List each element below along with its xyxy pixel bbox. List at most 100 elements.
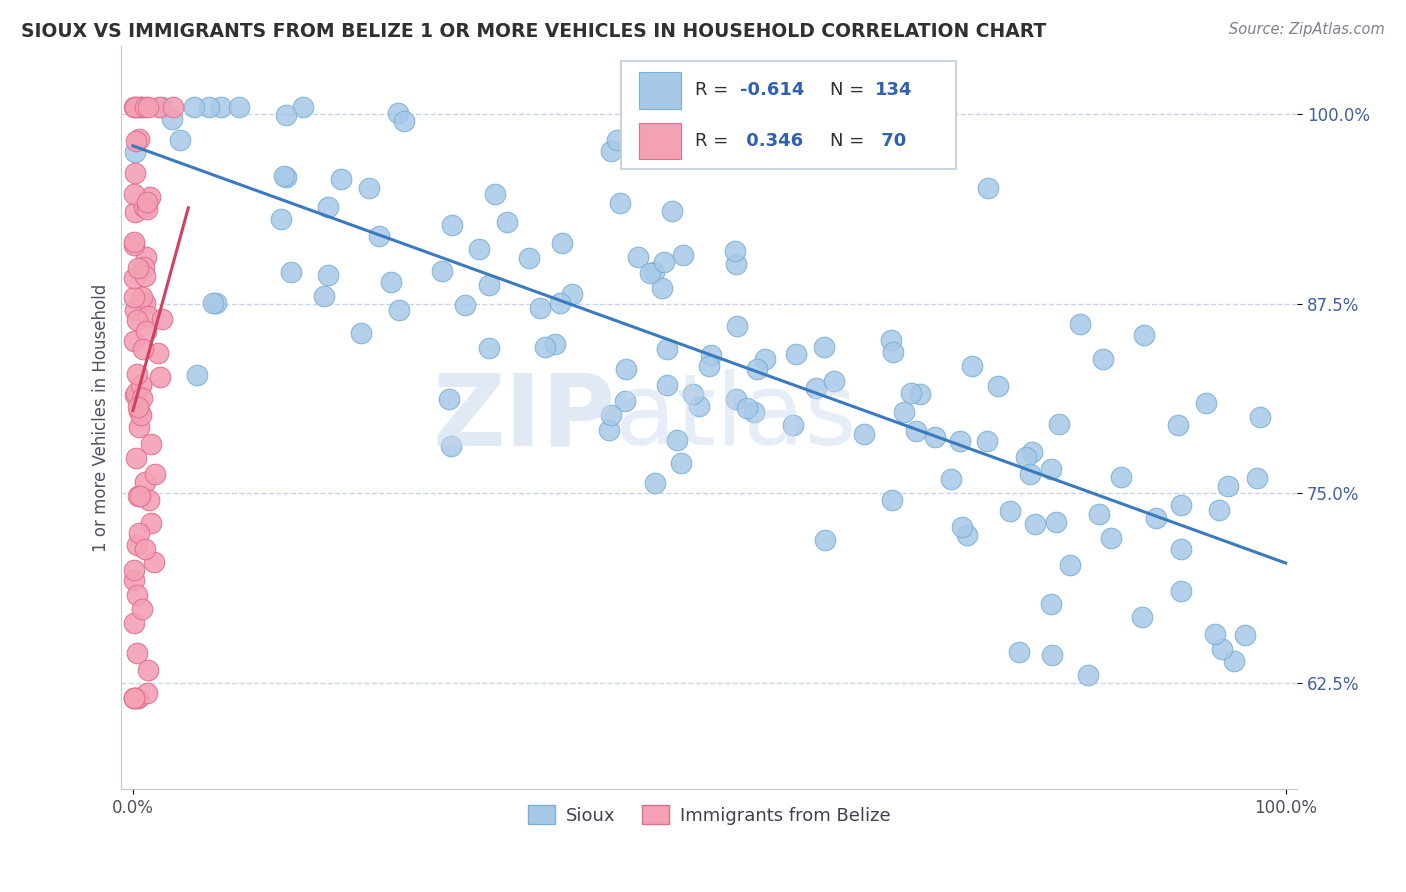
Point	[813, 340, 835, 354]
Point	[699, 348, 721, 362]
Point	[1049, 417, 1071, 432]
Point	[128, 525, 150, 540]
Point	[131, 391, 153, 405]
Point	[136, 309, 159, 323]
Point	[350, 326, 373, 341]
Point	[1015, 450, 1038, 464]
Point	[440, 439, 463, 453]
Point	[671, 456, 693, 470]
Point	[600, 408, 623, 422]
Point	[274, 108, 297, 122]
Point	[134, 100, 156, 114]
Point	[697, 359, 720, 373]
Point	[977, 180, 1000, 194]
Point	[643, 265, 665, 279]
Point	[127, 690, 149, 705]
Point	[939, 473, 962, 487]
Point	[725, 392, 748, 406]
Point	[1130, 610, 1153, 624]
Point	[128, 132, 150, 146]
Point	[908, 386, 931, 401]
Point	[454, 298, 477, 312]
Point	[440, 218, 463, 232]
Point	[127, 100, 149, 114]
Point	[551, 236, 574, 251]
Point	[609, 195, 631, 210]
Point	[1170, 584, 1192, 599]
Point	[785, 347, 807, 361]
Point	[198, 100, 221, 114]
Point	[134, 475, 156, 490]
Point	[201, 296, 224, 310]
Point	[1024, 516, 1046, 531]
Point	[183, 100, 205, 114]
Legend: Sioux, Immigrants from Belize: Sioux, Immigrants from Belize	[520, 798, 898, 832]
Point	[132, 342, 155, 356]
Point	[387, 303, 409, 318]
Point	[127, 401, 149, 415]
Point	[613, 393, 636, 408]
Point	[1099, 531, 1122, 545]
Point	[134, 295, 156, 310]
Point	[478, 277, 501, 292]
Point	[125, 313, 148, 327]
Point	[893, 405, 915, 419]
Point	[127, 260, 149, 275]
Point	[124, 303, 146, 318]
Point	[125, 134, 148, 148]
Point	[548, 296, 571, 310]
Point	[129, 489, 152, 503]
Text: R =: R =	[695, 81, 734, 99]
Point	[600, 144, 623, 158]
Point	[529, 301, 551, 316]
FancyBboxPatch shape	[621, 61, 956, 169]
Point	[209, 100, 232, 114]
Point	[1109, 469, 1132, 483]
Point	[1040, 648, 1063, 662]
Point	[136, 202, 159, 216]
Point	[149, 369, 172, 384]
Point	[1195, 396, 1218, 410]
Point	[146, 346, 169, 360]
Point	[138, 493, 160, 508]
Point	[316, 200, 339, 214]
Point	[291, 100, 314, 114]
Point	[131, 100, 153, 114]
FancyBboxPatch shape	[638, 72, 681, 109]
Point	[127, 646, 149, 660]
Point	[598, 423, 620, 437]
Point	[150, 311, 173, 326]
FancyBboxPatch shape	[638, 123, 681, 159]
Point	[987, 379, 1010, 393]
Point	[606, 134, 628, 148]
Point	[122, 290, 145, 304]
Text: N =: N =	[831, 81, 870, 99]
Point	[1045, 515, 1067, 529]
Point	[169, 133, 191, 147]
Point	[312, 289, 335, 303]
Point	[142, 555, 165, 569]
Point	[127, 489, 149, 503]
Point	[1170, 498, 1192, 512]
Text: 134: 134	[875, 81, 912, 99]
Point	[1039, 598, 1062, 612]
Point	[880, 333, 903, 347]
Point	[1246, 471, 1268, 485]
Point	[496, 214, 519, 228]
Point	[122, 690, 145, 705]
Point	[1077, 667, 1099, 681]
Point	[882, 493, 904, 508]
Point	[614, 362, 637, 376]
Text: atlas: atlas	[616, 369, 856, 466]
Point	[359, 180, 381, 194]
Point	[128, 419, 150, 434]
Point	[139, 190, 162, 204]
Point	[1249, 410, 1271, 425]
Point	[162, 100, 184, 114]
Point	[823, 374, 845, 388]
Point	[1211, 642, 1233, 657]
Point	[432, 264, 454, 278]
Point	[125, 538, 148, 552]
Point	[122, 235, 145, 249]
Text: 70: 70	[875, 132, 907, 150]
